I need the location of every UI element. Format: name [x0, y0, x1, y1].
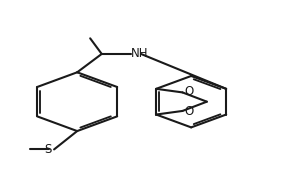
Text: S: S	[44, 143, 52, 156]
Text: O: O	[185, 85, 194, 98]
Text: O: O	[185, 105, 194, 118]
Text: NH: NH	[131, 46, 149, 60]
